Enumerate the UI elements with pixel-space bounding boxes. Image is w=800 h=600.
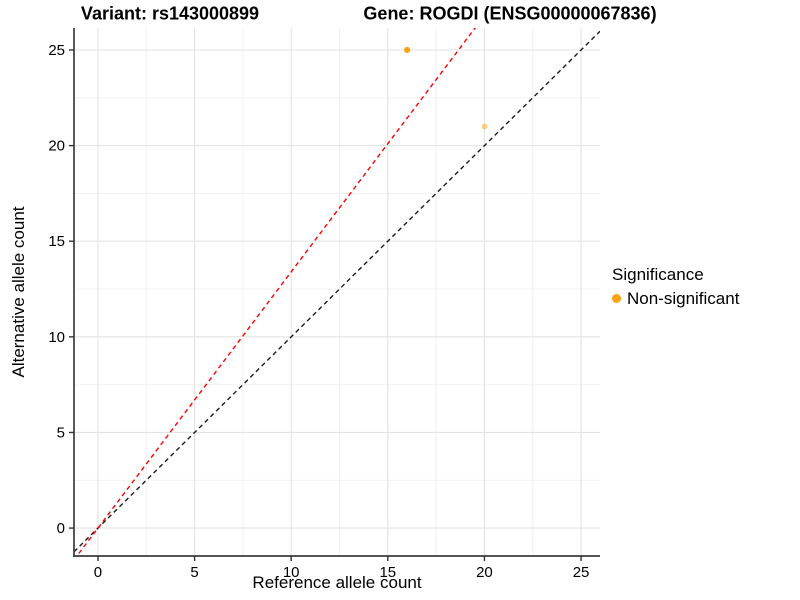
y-tick-label: 0 — [57, 520, 65, 537]
x-tick-label: 10 — [283, 564, 300, 581]
data-points — [404, 46, 488, 130]
y-tick-label: 10 — [48, 329, 65, 346]
x-tick-label: 15 — [379, 564, 396, 581]
x-tick-label: 5 — [190, 564, 198, 581]
legend: Significance Non-significant — [612, 264, 739, 310]
y-tick-label: 25 — [48, 42, 65, 59]
x-axis-label: Reference allele count — [252, 573, 422, 592]
x-tick-label: 20 — [476, 564, 493, 581]
legend-item-non-significant: Non-significant — [612, 288, 739, 309]
y-tick-label: 15 — [48, 233, 65, 250]
y-axis-label: Alternative allele count — [9, 206, 28, 378]
legend-dot-icon — [612, 294, 621, 304]
tick-labels: 0 5 10 15 20 25 0 5 10 15 20 25 — [48, 42, 589, 581]
variant-title: Variant: rs143000899 — [80, 3, 260, 24]
data-point — [404, 46, 411, 54]
expected-ratio-line — [76, 28, 476, 556]
legend-title: Significance — [612, 265, 704, 284]
axis-ticks — [69, 49, 582, 561]
identity-line — [74, 30, 600, 553]
minor-gridlines — [74, 28, 600, 556]
x-tick-label: 0 — [94, 564, 102, 581]
y-tick-label: 5 — [57, 424, 65, 441]
reference-lines — [74, 28, 600, 556]
y-tick-label: 20 — [48, 138, 65, 155]
x-tick-label: 25 — [573, 564, 590, 581]
major-gridlines — [74, 28, 600, 556]
legend-item-label: Non-significant — [627, 289, 740, 309]
gene-title: Gene: ROGDI (ENSG00000067836) — [363, 3, 657, 24]
data-point — [481, 123, 488, 130]
